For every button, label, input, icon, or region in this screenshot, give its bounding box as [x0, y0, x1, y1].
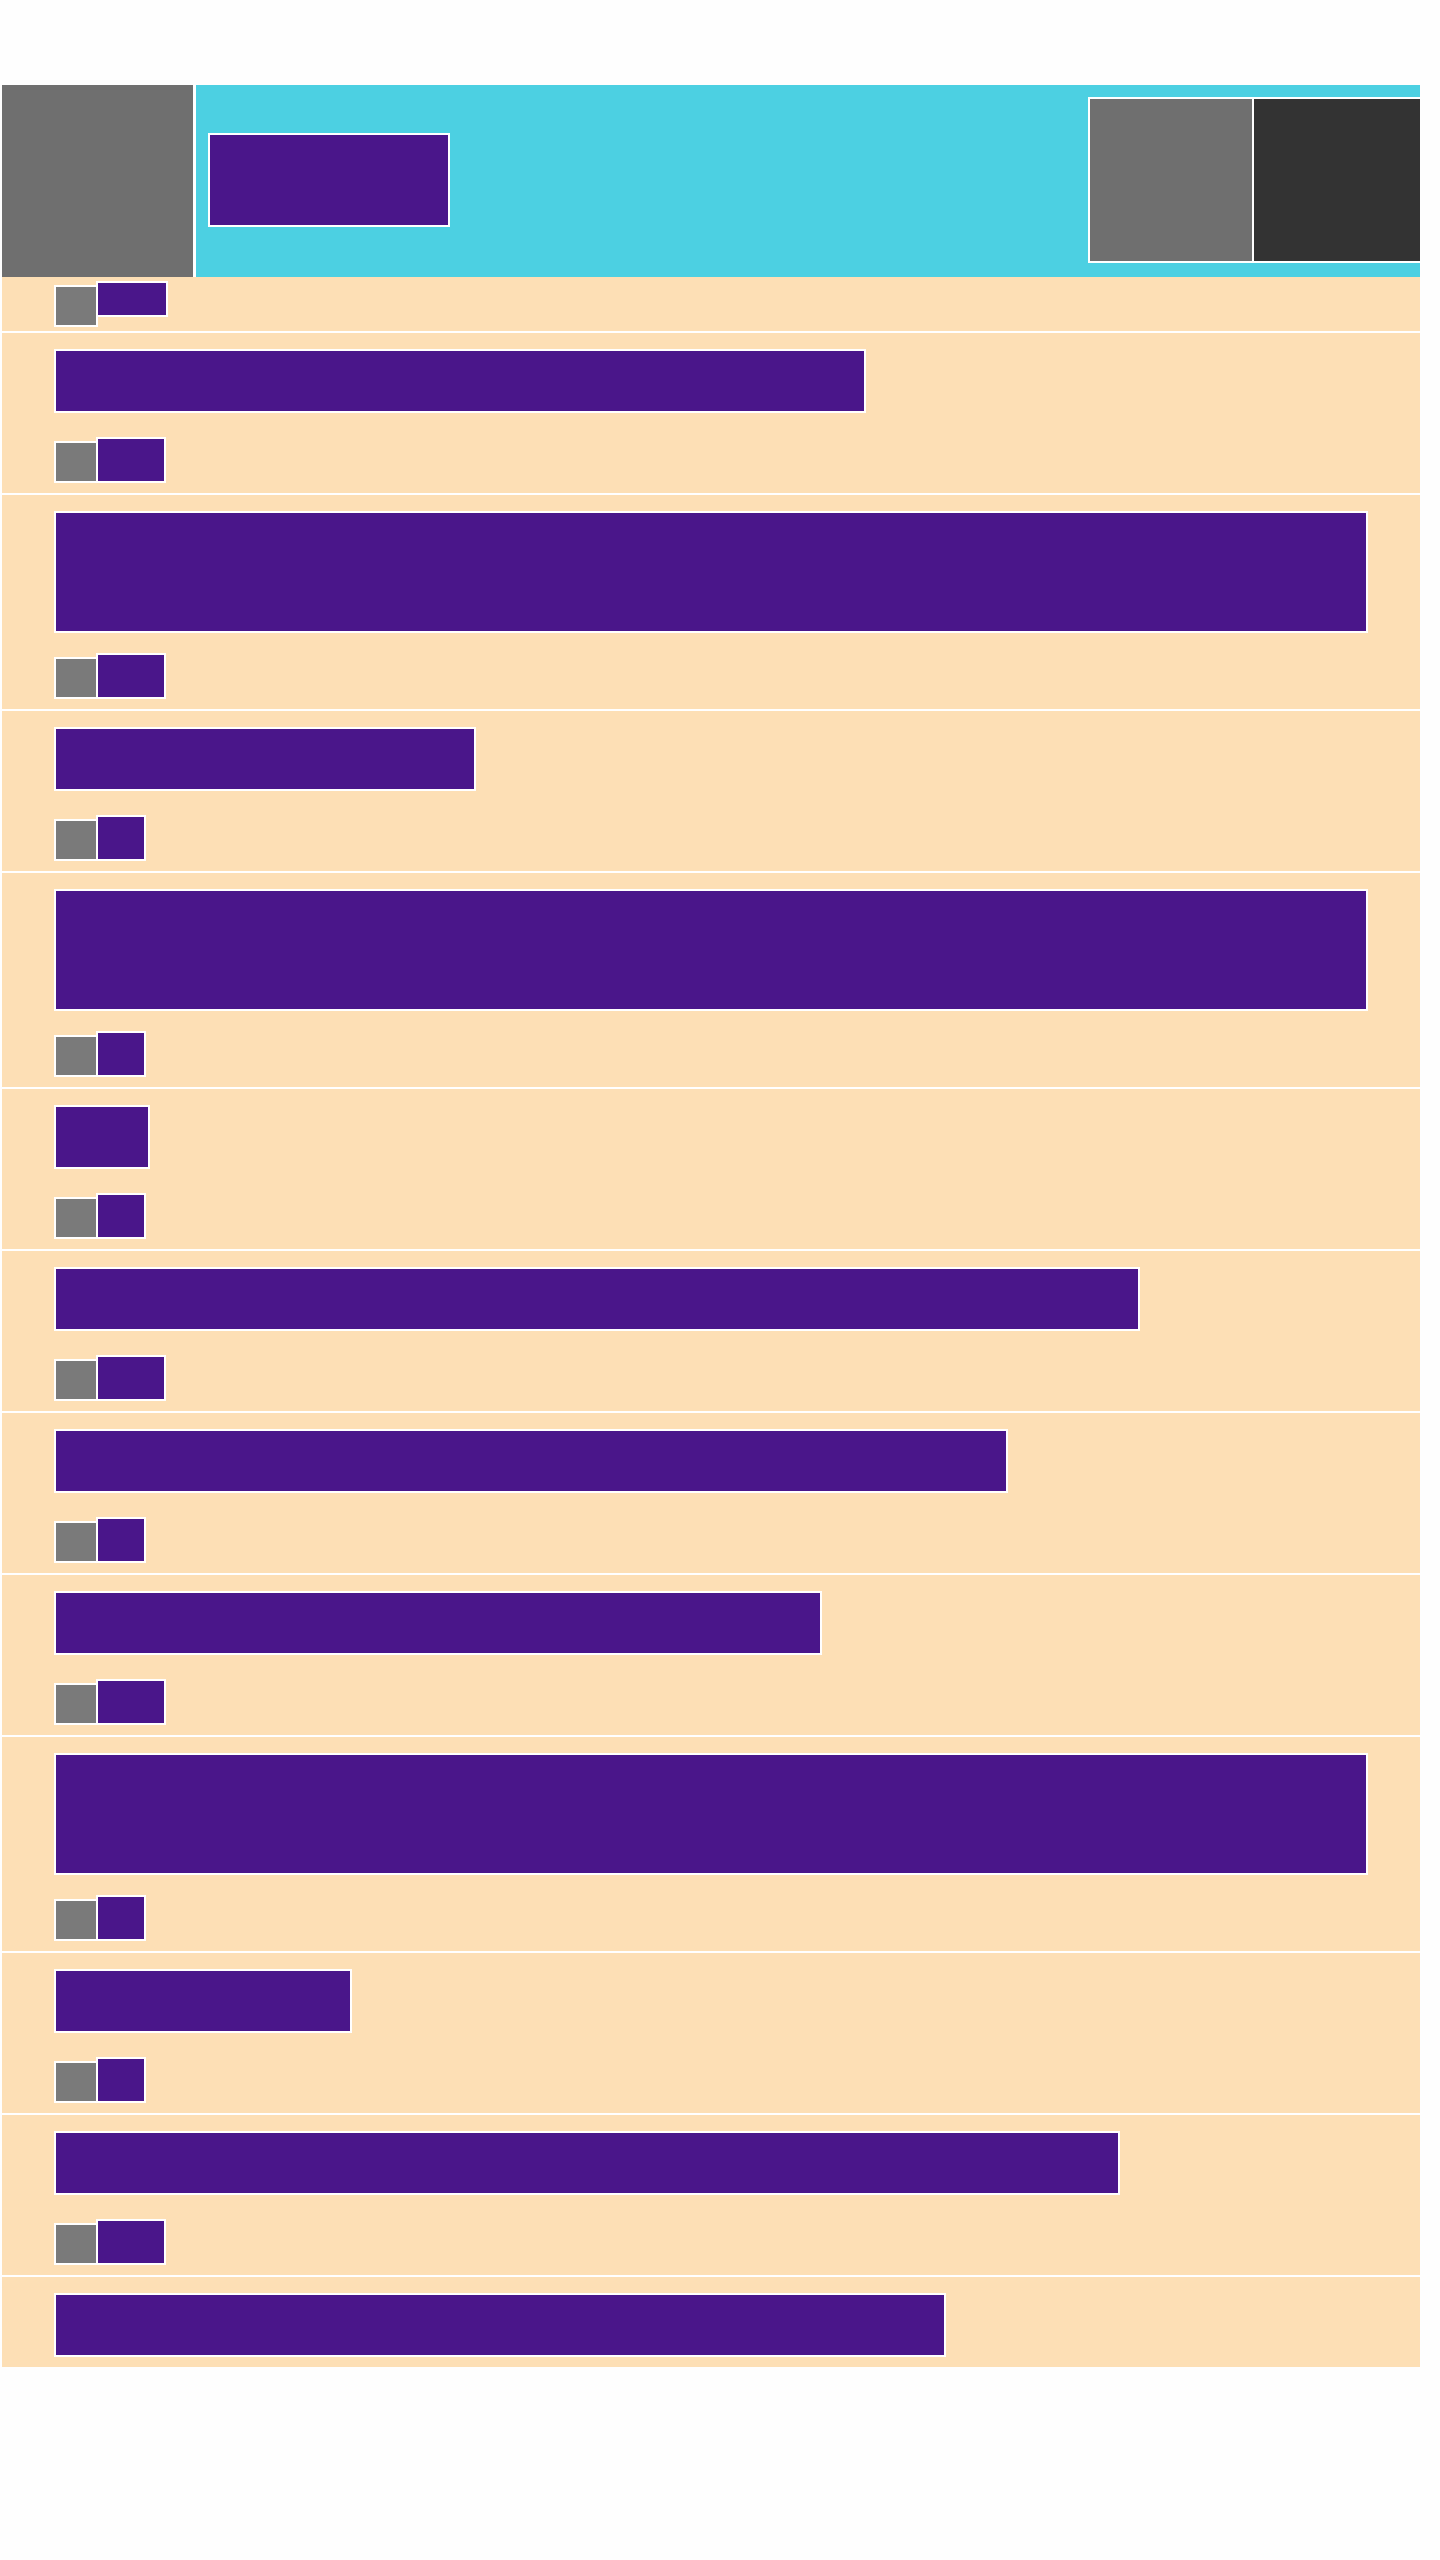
avatar-icon	[54, 2223, 98, 2265]
item-title[interactable]	[54, 2293, 946, 2357]
item-meta-label	[96, 1517, 146, 1563]
item-meta-label	[96, 1679, 166, 1725]
avatar-icon	[54, 819, 98, 861]
avatar-icon	[54, 2061, 98, 2103]
avatar-icon	[54, 1035, 98, 1077]
header-action-primary-button[interactable]	[1088, 97, 1254, 263]
item-meta-label	[96, 1193, 146, 1239]
avatar-icon	[54, 1683, 98, 1725]
avatar-icon	[54, 1899, 98, 1941]
list-item[interactable]	[2, 333, 1420, 495]
list-item[interactable]	[2, 1089, 1420, 1251]
item-title[interactable]	[54, 1591, 822, 1655]
item-title[interactable]	[54, 1105, 150, 1169]
item-title[interactable]	[54, 2131, 1120, 2195]
avatar-icon	[54, 1521, 98, 1563]
item-meta-label	[96, 1895, 146, 1941]
list-item[interactable]	[2, 1413, 1420, 1575]
list-item[interactable]	[2, 2115, 1420, 2277]
item-title[interactable]	[54, 1267, 1140, 1331]
app-header	[2, 85, 1420, 277]
item-title[interactable]	[54, 511, 1368, 633]
feed-container	[2, 85, 1420, 2367]
list-item[interactable]	[2, 1953, 1420, 2115]
list-item[interactable]	[2, 1575, 1420, 1737]
item-title[interactable]	[54, 1429, 1008, 1493]
avatar-icon	[54, 1197, 98, 1239]
list-item[interactable]	[2, 2277, 1420, 2367]
feed-list	[2, 277, 1420, 2367]
logo-icon[interactable]	[2, 85, 196, 277]
avatar-icon	[54, 441, 98, 483]
item-title[interactable]	[54, 1753, 1368, 1875]
list-item[interactable]	[2, 1737, 1420, 1953]
page-title	[208, 133, 450, 227]
item-meta-label	[96, 653, 166, 699]
item-meta-label	[96, 2219, 166, 2265]
item-meta-label	[96, 437, 166, 483]
list-item[interactable]	[2, 495, 1420, 711]
item-meta-label	[96, 1031, 146, 1077]
avatar-icon	[54, 285, 98, 327]
header-action-secondary-button[interactable]	[1252, 97, 1420, 263]
item-title[interactable]	[54, 727, 476, 791]
list-item[interactable]	[2, 277, 1420, 333]
list-item[interactable]	[2, 1251, 1420, 1413]
list-item[interactable]	[2, 873, 1420, 1089]
item-title[interactable]	[54, 889, 1368, 1011]
item-title[interactable]	[54, 349, 866, 413]
item-title[interactable]	[54, 1969, 352, 2033]
avatar-icon	[54, 657, 98, 699]
list-item[interactable]	[2, 711, 1420, 873]
avatar-icon	[54, 1359, 98, 1401]
item-meta-label	[96, 1355, 166, 1401]
item-meta-label	[96, 281, 168, 317]
item-meta-label	[96, 815, 146, 861]
item-meta-label	[96, 2057, 146, 2103]
